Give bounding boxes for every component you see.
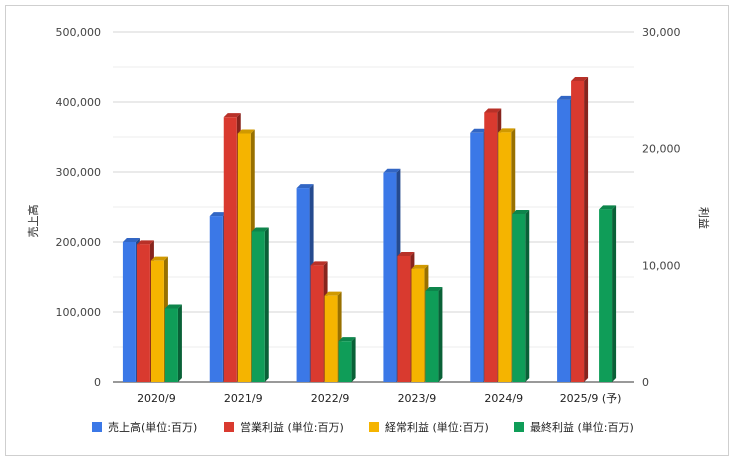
bar-front bbox=[512, 214, 526, 382]
bar-top bbox=[484, 108, 502, 113]
bar-top bbox=[209, 212, 227, 217]
legend-swatch bbox=[92, 422, 102, 432]
bars bbox=[122, 77, 617, 383]
bar-front bbox=[136, 244, 150, 382]
legend-item: 最終利益 (単位:百万) bbox=[514, 420, 634, 434]
bar-top bbox=[383, 168, 401, 173]
legend-swatch bbox=[369, 422, 379, 432]
category-label: 2023/9 bbox=[398, 392, 437, 405]
bar-top bbox=[237, 129, 255, 134]
category-label: 2024/9 bbox=[484, 392, 523, 405]
bar-front bbox=[484, 112, 498, 382]
bar-top bbox=[251, 227, 269, 232]
bar-front bbox=[251, 231, 265, 382]
bar bbox=[164, 304, 182, 382]
bar-front bbox=[122, 242, 136, 382]
bar-top bbox=[425, 287, 443, 291]
bar-front bbox=[324, 295, 338, 382]
legend-label: 営業利益 (単位:百万) bbox=[240, 420, 344, 434]
legend-swatch bbox=[224, 422, 234, 432]
bar-front bbox=[150, 260, 164, 382]
right-axis-title: 利益 bbox=[697, 207, 711, 229]
bar-top bbox=[498, 128, 516, 133]
category-label: 2022/9 bbox=[311, 392, 350, 405]
bar-front bbox=[237, 133, 251, 382]
legend-item: 営業利益 (単位:百万) bbox=[224, 420, 344, 434]
left-tick-label: 500,000 bbox=[56, 26, 102, 39]
category-label: 2025/9 (予) bbox=[560, 392, 622, 405]
bar-side bbox=[612, 205, 617, 382]
bar bbox=[251, 227, 269, 382]
bar-front bbox=[338, 341, 352, 382]
bar-front bbox=[397, 256, 411, 382]
bar-front bbox=[470, 132, 484, 382]
left-tick-label: 300,000 bbox=[56, 166, 102, 179]
bar-top bbox=[557, 95, 575, 100]
left-tick-label: 0 bbox=[94, 376, 101, 389]
legend-label: 最終利益 (単位:百万) bbox=[530, 420, 634, 434]
bar bbox=[338, 337, 356, 382]
legend-item: 経常利益 (単位:百万) bbox=[369, 420, 489, 434]
bar-front bbox=[425, 291, 439, 382]
bar-side bbox=[438, 287, 443, 382]
bar-front bbox=[571, 81, 585, 382]
legend: 売上高(単位:百万) 営業利益 (単位:百万) 経常利益 (単位:百万) 最終利益 (… bbox=[92, 420, 634, 434]
bar bbox=[425, 287, 443, 382]
bar-top bbox=[223, 113, 241, 118]
left-tick-label: 400,000 bbox=[56, 96, 102, 109]
right-tick-label: 20,000 bbox=[642, 143, 681, 156]
bar-front bbox=[599, 209, 613, 382]
bar-front bbox=[223, 117, 237, 383]
bar-top bbox=[338, 337, 356, 342]
bar-top bbox=[122, 238, 140, 242]
bar-front bbox=[296, 188, 310, 382]
bar-front bbox=[310, 265, 324, 382]
bar-chart: 0 100,000 200,000 300,000 400,000 500,000 0 10… bbox=[26, 26, 711, 434]
bar-top bbox=[324, 291, 342, 296]
bar-top bbox=[136, 240, 154, 245]
right-tick-label: 10,000 bbox=[642, 259, 681, 272]
bar-front bbox=[557, 99, 571, 383]
right-axis-ticks: 0 10,000 20,000 30,000 bbox=[642, 26, 681, 389]
bar-front bbox=[383, 172, 397, 382]
bar-top bbox=[150, 256, 168, 261]
category-label: 2021/9 bbox=[224, 392, 263, 405]
chart-frame: 0 100,000 200,000 300,000 400,000 500,000 0 10… bbox=[5, 5, 729, 456]
right-tick-label: 30,000 bbox=[642, 26, 681, 39]
bar-top bbox=[296, 184, 314, 189]
left-tick-label: 100,000 bbox=[56, 306, 102, 319]
bar bbox=[512, 210, 530, 382]
left-tick-label: 200,000 bbox=[56, 236, 102, 249]
bar-top bbox=[164, 304, 182, 309]
category-labels: 2020/9 2021/9 2022/9 2023/9 2024/9 2025/9 (予) bbox=[137, 392, 621, 405]
legend-label: 売上高(単位:百万) bbox=[108, 420, 197, 434]
bar-top bbox=[470, 128, 488, 133]
legend-label: 経常利益 (単位:百万) bbox=[385, 420, 489, 434]
left-axis-ticks: 0 100,000 200,000 300,000 400,000 500,000 bbox=[56, 26, 102, 389]
category-label: 2020/9 bbox=[137, 392, 176, 405]
right-tick-label: 0 bbox=[642, 376, 649, 389]
bar-top bbox=[512, 210, 530, 214]
bar bbox=[599, 205, 617, 382]
bar-front bbox=[164, 308, 178, 382]
bar-side bbox=[351, 337, 356, 382]
legend-swatch bbox=[514, 422, 524, 432]
bar-top bbox=[571, 77, 589, 81]
bar-top bbox=[310, 261, 328, 266]
bar-front bbox=[498, 132, 512, 382]
bar-top bbox=[599, 205, 617, 210]
left-axis-title: 売上高 bbox=[26, 205, 40, 238]
bar-top bbox=[411, 264, 429, 269]
bar-side bbox=[584, 77, 589, 382]
bar bbox=[571, 77, 589, 382]
bar-side bbox=[525, 210, 530, 382]
gridlines bbox=[113, 31, 634, 383]
bar-side bbox=[264, 227, 269, 382]
bar-side bbox=[177, 304, 182, 382]
legend-item: 売上高(単位:百万) bbox=[92, 420, 197, 434]
bar-top bbox=[397, 252, 415, 256]
bar-front bbox=[209, 216, 223, 382]
bar-front bbox=[411, 268, 425, 382]
